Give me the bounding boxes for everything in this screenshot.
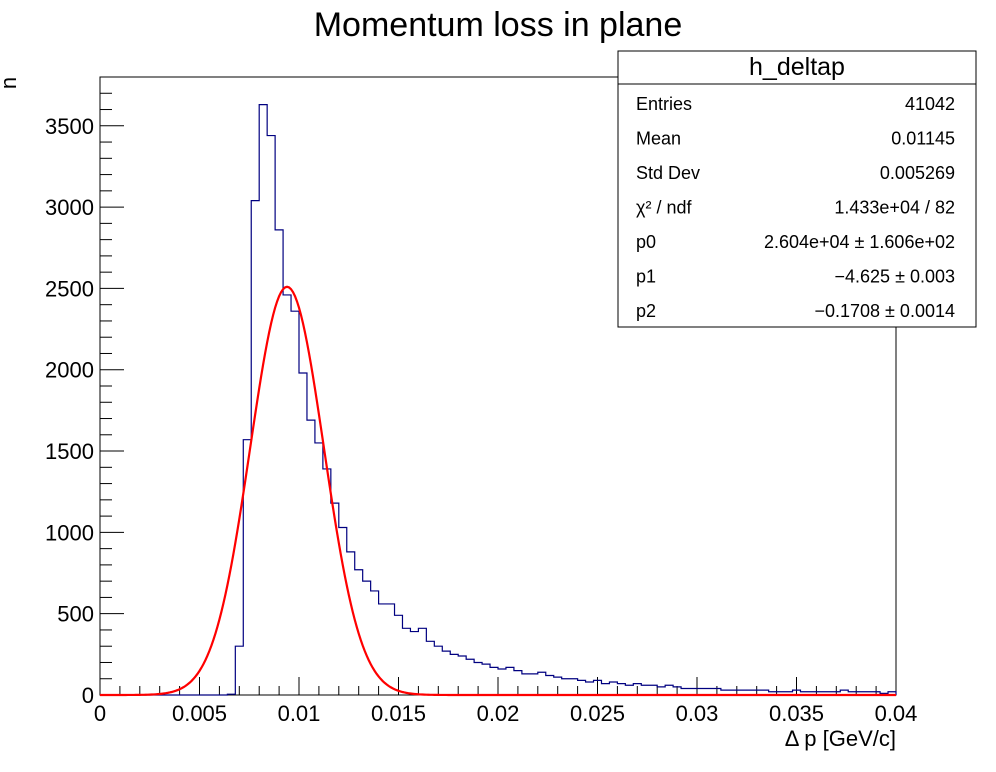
histogram-bin: [426, 641, 434, 695]
histogram-bin: [649, 685, 657, 695]
x-tick-label: 0: [94, 701, 106, 726]
histogram-bin: [578, 680, 586, 695]
stats-row-value: −4.625 ± 0.003: [835, 267, 955, 287]
histogram-bin: [594, 680, 602, 695]
histogram-bin: [323, 469, 331, 695]
x-tick-label: 0.005: [172, 701, 227, 726]
histogram-bin: [570, 679, 578, 695]
histogram-bin: [546, 675, 554, 695]
histogram-bin: [562, 679, 570, 695]
y-tick-label: 0: [82, 683, 94, 708]
histogram-bin: [490, 667, 498, 695]
histogram-outline: [100, 104, 897, 696]
x-tick-label: 0.04: [875, 701, 918, 726]
x-tick-label: 0.035: [769, 701, 824, 726]
histogram-bin: [514, 671, 522, 695]
histogram-bin: [395, 615, 403, 695]
stats-row-label: p1: [636, 267, 656, 287]
y-axis: 0 500 1000 1500 2000 2500 3000 3500: [45, 76, 124, 708]
histogram-bin: [625, 685, 633, 695]
histogram-bin: [530, 674, 538, 695]
histogram-bin: [641, 685, 649, 695]
stats-box-frame: [617, 50, 977, 328]
histogram-bin: [307, 420, 315, 695]
stats-row-label: p0: [636, 232, 656, 252]
histogram-bin: [586, 682, 594, 695]
y-tick-label: 3000: [45, 195, 94, 220]
fit-curve: [100, 285, 896, 697]
histogram-bin: [498, 669, 506, 695]
histogram-bin: [347, 552, 355, 695]
y-tick-label: 500: [57, 602, 94, 627]
chart-title: Momentum loss in plane: [314, 6, 683, 44]
histogram-bin: [402, 628, 410, 695]
histogram-bin: [458, 656, 466, 695]
histogram-bin: [434, 646, 442, 695]
histogram-bin: [371, 591, 379, 695]
stats-row-label: χ² / ndf: [636, 198, 692, 218]
histogram-bin: [410, 632, 418, 695]
x-axis: 0 0.005 0.01 0.015 0.02 0.025 0.03 0.035 0.04: [94, 677, 918, 726]
stats-row-label: Std Dev: [636, 163, 700, 183]
x-axis-label: Δ p [GeV/c]: [785, 726, 896, 751]
histogram-series: [100, 104, 897, 696]
x-tick-label: 0.03: [676, 701, 719, 726]
histogram-bin: [554, 677, 562, 695]
histogram-bin: [442, 651, 450, 695]
histogram-bin: [363, 581, 371, 695]
histogram-bin: [259, 105, 267, 695]
histogram-bin: [538, 672, 546, 695]
histogram-bin: [450, 654, 458, 695]
histogram-bin: [633, 684, 641, 695]
fit-curve-series: [100, 285, 896, 697]
histogram-bin: [673, 687, 681, 695]
histogram-bin: [235, 646, 243, 695]
stats-row-value: 0.01145: [891, 129, 955, 149]
histogram-bin: [617, 684, 625, 695]
stats-row-label: Mean: [636, 129, 681, 149]
y-tick-label: 1000: [45, 520, 94, 545]
histogram-bin: [482, 664, 490, 695]
stats-row-value: 0.005269: [880, 163, 955, 183]
stats-row-value: 1.433e+04 / 82: [834, 198, 955, 218]
stats-rows: Entries 41042 Mean 0.01145 Std Dev 0.005269 χ²…: [636, 94, 955, 321]
x-tick-label: 0.01: [278, 701, 321, 726]
histogram-bin: [657, 687, 665, 695]
stats-row-label: Entries: [636, 94, 692, 114]
histogram-bin: [275, 230, 283, 695]
histogram-bin: [283, 295, 291, 695]
x-tick-label: 0.02: [477, 701, 520, 726]
histogram-bin: [522, 674, 530, 695]
histogram-bin: [466, 659, 474, 695]
histogram-bin: [243, 440, 251, 695]
stats-box: h_deltap Entries 41042 Mean 0.01145 Std Dev 0…: [617, 50, 977, 328]
x-tick-label: 0.025: [570, 701, 625, 726]
histogram-bin: [474, 662, 482, 695]
histogram-bin: [665, 685, 673, 695]
histogram-bin: [387, 604, 395, 695]
histogram-bin: [418, 628, 426, 695]
histogram-bin: [299, 373, 307, 695]
stats-box-title: h_deltap: [749, 53, 845, 81]
histogram-bin: [251, 201, 259, 695]
histogram-bin: [609, 682, 617, 695]
stats-row-value: 2.604e+04 ± 1.606e+02: [764, 232, 955, 252]
x-tick-label: 0.015: [371, 701, 426, 726]
stats-row-value: −0.1708 ± 0.0014: [814, 301, 955, 321]
histogram-bin: [291, 311, 299, 695]
histogram-bin: [601, 684, 609, 695]
stats-row-label: p2: [636, 301, 656, 321]
y-tick-label: 2500: [45, 276, 94, 301]
y-tick-label: 1500: [45, 439, 94, 464]
histogram-bin: [315, 443, 323, 695]
stats-row-value: 41042: [905, 94, 955, 114]
histogram-bin: [267, 136, 275, 695]
y-axis-label: n: [0, 77, 21, 89]
histogram-bin: [506, 667, 514, 695]
y-tick-label: 2000: [45, 358, 94, 383]
y-tick-label: 3500: [45, 114, 94, 139]
